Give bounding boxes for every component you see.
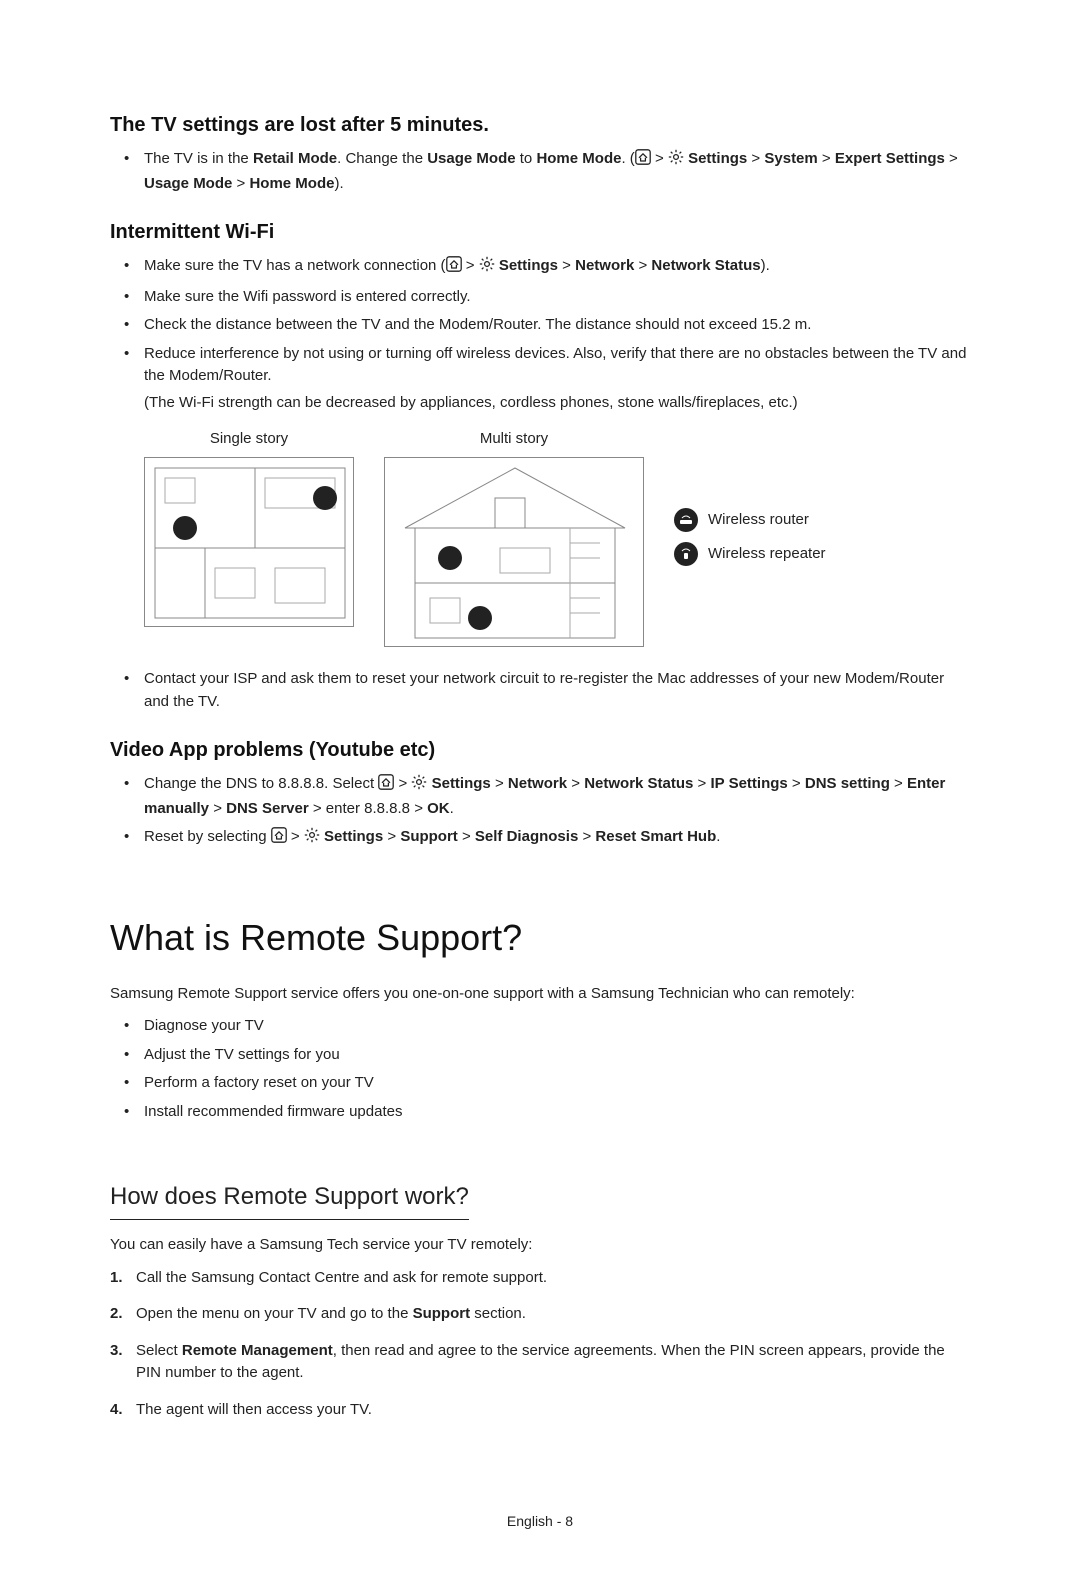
- step-text: Call the Samsung Contact Centre and ask …: [136, 1269, 547, 1286]
- nav-part: Self Diagnosis: [475, 828, 578, 845]
- text: . Change the: [337, 150, 427, 167]
- step-item: 4. The agent will then access your TV.: [110, 1399, 970, 1422]
- floorplan-single-icon: [144, 457, 354, 627]
- nav-part: Home Mode: [249, 175, 334, 192]
- gear-icon: [668, 149, 684, 173]
- legend-row-repeater: Wireless repeater: [674, 542, 826, 566]
- text: .: [716, 828, 720, 845]
- nav-part: Settings: [499, 257, 558, 274]
- nav-part: Network Status: [651, 257, 760, 274]
- text: ).: [334, 175, 343, 192]
- list-item: The TV is in the Retail Mode. Change the…: [130, 148, 970, 195]
- legend-row-router: Wireless router: [674, 508, 826, 532]
- text-bold: Retail Mode: [253, 150, 337, 167]
- heading-video-app: Video App problems (Youtube etc): [110, 735, 970, 765]
- router-icon: [674, 508, 698, 532]
- heading-intermittent-wifi: Intermittent Wi-Fi: [110, 217, 970, 247]
- nav-part: System: [764, 150, 817, 167]
- step-number: 4.: [110, 1399, 123, 1422]
- page-footer: English - 8: [110, 1511, 970, 1532]
- wifi-diagram-row: Single story Multi story: [144, 428, 970, 654]
- nav-part: Support: [400, 828, 458, 845]
- home-icon: [378, 774, 394, 798]
- diagram-legend: Wireless router Wireless repeater: [674, 508, 826, 566]
- text: .: [450, 800, 454, 817]
- list-item: Install recommended firmware updates: [130, 1101, 970, 1124]
- step-item: 1. Call the Samsung Contact Centre and a…: [110, 1267, 970, 1290]
- nav-part: DNS setting: [805, 775, 890, 792]
- list-item: Adjust the TV settings for you: [130, 1044, 970, 1067]
- list-item: Check the distance between the TV and th…: [130, 314, 970, 337]
- bullets-video-app: Change the DNS to 8.8.8.8. Select > Sett…: [110, 773, 970, 851]
- diagram-label: Multi story: [384, 428, 644, 451]
- single-story-diagram: Single story: [144, 428, 354, 634]
- list-item: Reduce interference by not using or turn…: [130, 343, 970, 415]
- text-bold: Support: [413, 1305, 471, 1322]
- gear-icon: [411, 774, 427, 798]
- nav-part: Reset Smart Hub: [595, 828, 716, 845]
- heading-how-remote-support-works: How does Remote Support work?: [110, 1179, 469, 1220]
- nav-part: Settings: [432, 775, 491, 792]
- text-bold: Usage Mode: [427, 150, 515, 167]
- text: Make sure the TV has a network connectio…: [144, 257, 446, 274]
- intro-text: Samsung Remote Support service offers yo…: [110, 983, 970, 1006]
- legend-label: Wireless repeater: [708, 543, 826, 566]
- list-item: Reset by selecting > Settings > Support …: [130, 826, 970, 851]
- list-item: Make sure the TV has a network connectio…: [130, 255, 970, 280]
- nav-part: Settings: [324, 828, 383, 845]
- nav-part: Usage Mode: [144, 175, 232, 192]
- list-item: Diagnose your TV: [130, 1015, 970, 1038]
- bullets-wifi: Make sure the TV has a network connectio…: [110, 255, 970, 414]
- legend-label: Wireless router: [708, 509, 809, 532]
- step-text: section.: [470, 1305, 526, 1322]
- intro-text: You can easily have a Samsung Tech servi…: [110, 1234, 970, 1257]
- diagram-label: Single story: [144, 428, 354, 451]
- step-number: 3.: [110, 1340, 123, 1363]
- step-number: 1.: [110, 1267, 123, 1290]
- sub-note: (The Wi-Fi strength can be decreased by …: [144, 392, 970, 415]
- text: Reset by selecting: [144, 828, 271, 845]
- text: The TV is in the: [144, 150, 253, 167]
- list-item: Contact your ISP and ask them to reset y…: [130, 668, 970, 713]
- text: Change the DNS to 8.8.8.8. Select: [144, 775, 378, 792]
- nav-part: Network: [575, 257, 634, 274]
- text: enter 8.8.8.8: [322, 800, 415, 817]
- multi-story-diagram: Multi story: [384, 428, 644, 654]
- step-item: 2. Open the menu on your TV and go to th…: [110, 1303, 970, 1326]
- nav-part: DNS Server: [226, 800, 309, 817]
- bullets-remote-support: Diagnose your TV Adjust the TV settings …: [110, 1015, 970, 1123]
- list-item: Make sure the Wifi password is entered c…: [130, 286, 970, 309]
- gear-icon: [304, 827, 320, 851]
- step-number: 2.: [110, 1303, 123, 1326]
- home-icon: [446, 256, 462, 280]
- step-text: Open the menu on your TV and go to the: [136, 1305, 413, 1322]
- nav-part: IP Settings: [711, 775, 788, 792]
- gear-icon: [479, 256, 495, 280]
- home-icon: [271, 827, 287, 851]
- nav-part: Network: [508, 775, 567, 792]
- home-icon: [635, 149, 651, 173]
- text: Reduce interference by not using or turn…: [144, 345, 966, 385]
- bullets-wifi-after: Contact your ISP and ask them to reset y…: [110, 668, 970, 713]
- list-item: Change the DNS to 8.8.8.8. Select > Sett…: [130, 773, 970, 820]
- text: to: [516, 150, 537, 167]
- heading-tv-settings-lost: The TV settings are lost after 5 minutes…: [110, 110, 970, 140]
- floorplan-multi-icon: [384, 457, 644, 647]
- step-text: Select: [136, 1342, 182, 1359]
- step-text: The agent will then access your TV.: [136, 1401, 372, 1418]
- text-bold: Remote Management: [182, 1342, 333, 1359]
- text: ).: [761, 257, 770, 274]
- steps-remote-support: 1. Call the Samsung Contact Centre and a…: [110, 1267, 970, 1422]
- list-item: Perform a factory reset on your TV: [130, 1072, 970, 1095]
- heading-what-is-remote-support: What is Remote Support?: [110, 911, 970, 965]
- step-item: 3. Select Remote Management, then read a…: [110, 1340, 970, 1385]
- repeater-icon: [674, 542, 698, 566]
- text-bold: Home Mode: [536, 150, 621, 167]
- bullets-tv-settings: The TV is in the Retail Mode. Change the…: [110, 148, 970, 195]
- nav-part: Expert Settings: [835, 150, 945, 167]
- nav-part: Network Status: [584, 775, 693, 792]
- text: . (: [621, 150, 634, 167]
- nav-part: Settings: [688, 150, 747, 167]
- nav-part: OK: [427, 800, 450, 817]
